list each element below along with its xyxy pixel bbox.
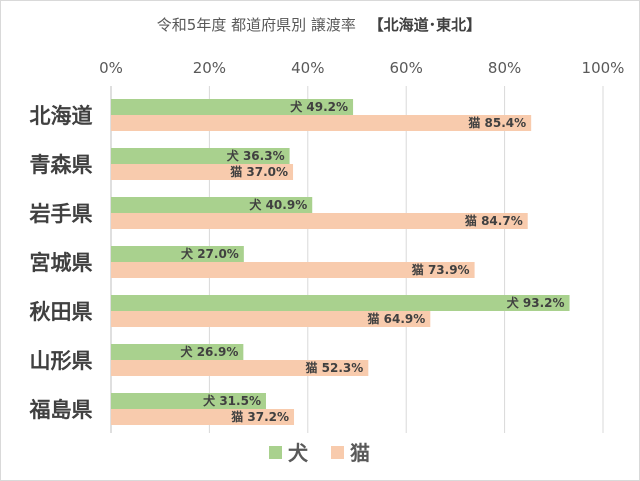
- bar: [111, 115, 532, 131]
- data-label: 犬 40.9%: [249, 197, 307, 212]
- bar: [111, 148, 290, 164]
- bar: [111, 164, 294, 180]
- x-tick-label: 60%: [390, 59, 423, 77]
- bar: [111, 360, 369, 376]
- category-label: 秋田県: [30, 300, 93, 324]
- data-label: 猫 37.0%: [230, 164, 288, 179]
- bar: [111, 197, 313, 213]
- bar: [111, 409, 295, 425]
- x-axis-ticks: 0% 20% 40% 60% 80% 100%: [99, 59, 624, 77]
- category-label: 青森県: [30, 153, 93, 177]
- bar: [111, 246, 244, 262]
- bar: [111, 262, 475, 278]
- data-label: 猫 84.7%: [465, 213, 523, 228]
- data-label: 犬 49.2%: [290, 99, 348, 114]
- chart-title-main: 令和5年度 都道府県別 譲渡率: [157, 16, 356, 34]
- x-tick-label: 40%: [291, 59, 324, 77]
- data-label: 猫 64.9%: [367, 311, 425, 326]
- data-label: 犬 27.0%: [181, 246, 239, 261]
- legend-swatch: [269, 446, 282, 459]
- data-label: 猫 85.4%: [468, 115, 526, 130]
- data-label: 猫 52.3%: [306, 360, 364, 375]
- legend-swatch: [331, 446, 344, 459]
- category-label: 山形県: [30, 349, 93, 373]
- data-labels: 犬 49.2% 猫 85.4% 犬 36.3%猫 37.0% 犬 40.9% 猫 84.…: [181, 99, 565, 424]
- bar: [111, 295, 570, 311]
- x-tick-label: 20%: [193, 59, 226, 77]
- category-label: 宮城県: [30, 251, 93, 275]
- category-label: 福島県: [29, 398, 93, 422]
- bar: [111, 213, 528, 229]
- data-label: 猫 73.9%: [412, 262, 470, 277]
- legend-label: 猫: [350, 441, 370, 465]
- data-label: 犬 26.9%: [181, 344, 239, 359]
- data-label: 犬 36.3%: [227, 148, 285, 163]
- bar: [111, 311, 431, 327]
- chart-title-suffix: 【北海道･東北】: [369, 16, 482, 34]
- data-label: 猫 37.2%: [231, 409, 289, 424]
- category-label: 北海道: [30, 104, 93, 128]
- x-tick-label: 100%: [582, 59, 625, 77]
- legend: 犬猫: [269, 441, 370, 465]
- data-label: 犬 31.5%: [203, 393, 261, 408]
- data-label: 犬 93.2%: [507, 295, 565, 310]
- chart-title: 令和5年度 都道府県別 譲渡率 【北海道･東北】: [157, 16, 481, 34]
- legend-label: 犬: [288, 441, 309, 465]
- x-tick-label: 0%: [99, 59, 123, 77]
- category-label: 岩手県: [29, 202, 93, 226]
- bar: [111, 99, 354, 115]
- bars: [111, 99, 570, 425]
- x-tick-label: 80%: [488, 59, 521, 77]
- bar: [111, 344, 244, 360]
- bar: [111, 393, 266, 409]
